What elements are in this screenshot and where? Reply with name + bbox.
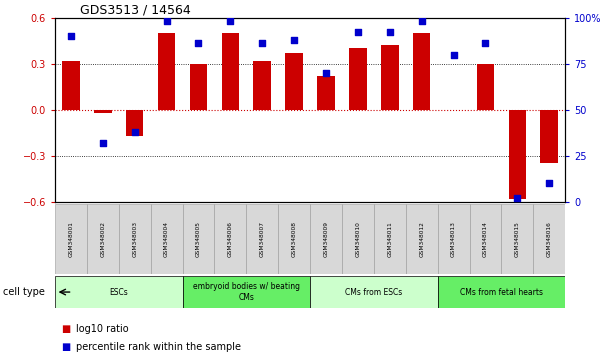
FancyBboxPatch shape bbox=[406, 204, 437, 274]
FancyBboxPatch shape bbox=[183, 276, 310, 308]
Point bbox=[289, 37, 299, 42]
Bar bbox=[477, 64, 494, 110]
FancyBboxPatch shape bbox=[214, 204, 246, 274]
Text: GSM348013: GSM348013 bbox=[451, 221, 456, 257]
Point bbox=[448, 52, 458, 57]
FancyBboxPatch shape bbox=[502, 204, 533, 274]
Text: ■: ■ bbox=[61, 324, 70, 334]
Point bbox=[162, 18, 172, 24]
Point bbox=[353, 30, 363, 35]
Text: GSM348002: GSM348002 bbox=[100, 221, 105, 257]
Bar bbox=[285, 53, 303, 110]
FancyBboxPatch shape bbox=[310, 276, 437, 308]
Bar bbox=[222, 33, 239, 110]
Point bbox=[417, 18, 426, 24]
FancyBboxPatch shape bbox=[119, 204, 151, 274]
Text: GSM348016: GSM348016 bbox=[547, 221, 552, 257]
Bar bbox=[381, 45, 398, 110]
Point bbox=[225, 18, 235, 24]
FancyBboxPatch shape bbox=[183, 204, 214, 274]
Text: CMs from ESCs: CMs from ESCs bbox=[345, 287, 403, 297]
Text: GSM348012: GSM348012 bbox=[419, 221, 424, 257]
Text: log10 ratio: log10 ratio bbox=[76, 324, 129, 334]
Text: GDS3513 / 14564: GDS3513 / 14564 bbox=[81, 4, 191, 17]
Bar bbox=[158, 33, 175, 110]
Text: GSM348005: GSM348005 bbox=[196, 221, 201, 257]
FancyBboxPatch shape bbox=[437, 276, 565, 308]
Text: GSM348006: GSM348006 bbox=[228, 221, 233, 257]
Text: GSM348011: GSM348011 bbox=[387, 221, 392, 257]
Text: cell type: cell type bbox=[3, 287, 45, 297]
FancyBboxPatch shape bbox=[342, 204, 374, 274]
Point bbox=[481, 41, 491, 46]
Point bbox=[321, 70, 331, 76]
Point bbox=[257, 41, 267, 46]
FancyBboxPatch shape bbox=[278, 204, 310, 274]
Bar bbox=[254, 61, 271, 110]
FancyBboxPatch shape bbox=[310, 204, 342, 274]
Point bbox=[513, 195, 522, 201]
Text: GSM348008: GSM348008 bbox=[291, 221, 296, 257]
Text: ESCs: ESCs bbox=[109, 287, 128, 297]
FancyBboxPatch shape bbox=[55, 276, 183, 308]
Text: GSM348009: GSM348009 bbox=[324, 221, 329, 257]
Text: CMs from fetal hearts: CMs from fetal hearts bbox=[460, 287, 543, 297]
Text: GSM348010: GSM348010 bbox=[356, 221, 360, 257]
Text: GSM348001: GSM348001 bbox=[68, 221, 73, 257]
Text: embryoid bodies w/ beating
CMs: embryoid bodies w/ beating CMs bbox=[193, 282, 300, 302]
Bar bbox=[126, 110, 144, 136]
FancyBboxPatch shape bbox=[374, 204, 406, 274]
Point bbox=[544, 181, 554, 186]
Text: GSM348007: GSM348007 bbox=[260, 221, 265, 257]
Point bbox=[98, 140, 108, 146]
Point bbox=[194, 41, 203, 46]
Point bbox=[130, 129, 139, 135]
Bar bbox=[508, 110, 526, 199]
Bar bbox=[413, 33, 431, 110]
Text: GSM348004: GSM348004 bbox=[164, 221, 169, 257]
Bar bbox=[62, 61, 79, 110]
Bar bbox=[349, 48, 367, 110]
FancyBboxPatch shape bbox=[246, 204, 278, 274]
Point bbox=[66, 33, 76, 39]
Text: GSM348003: GSM348003 bbox=[132, 221, 137, 257]
FancyBboxPatch shape bbox=[437, 204, 469, 274]
Text: GSM348015: GSM348015 bbox=[515, 221, 520, 257]
FancyBboxPatch shape bbox=[87, 204, 119, 274]
Bar bbox=[94, 110, 112, 113]
FancyBboxPatch shape bbox=[55, 204, 87, 274]
Point bbox=[385, 30, 395, 35]
FancyBboxPatch shape bbox=[533, 204, 565, 274]
FancyBboxPatch shape bbox=[151, 204, 183, 274]
Text: ■: ■ bbox=[61, 342, 70, 352]
FancyBboxPatch shape bbox=[469, 204, 502, 274]
Bar bbox=[189, 64, 207, 110]
Text: GSM348014: GSM348014 bbox=[483, 221, 488, 257]
Bar bbox=[317, 76, 335, 110]
Bar bbox=[541, 110, 558, 164]
Text: percentile rank within the sample: percentile rank within the sample bbox=[76, 342, 241, 352]
